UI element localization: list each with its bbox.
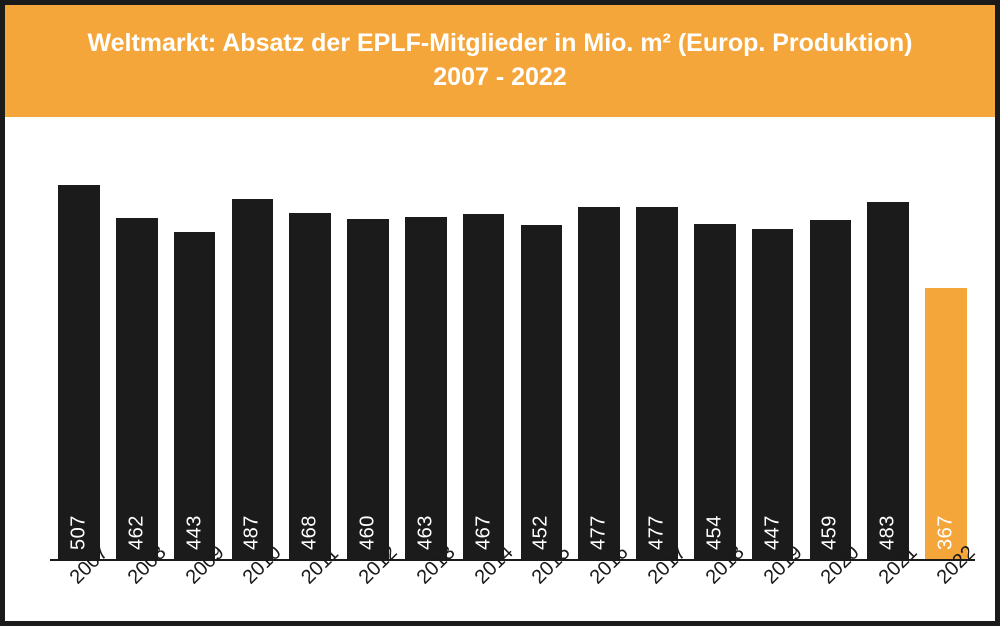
bar: 487 bbox=[232, 199, 274, 559]
bar: 468 bbox=[289, 213, 331, 559]
bar-slot: 4682011 bbox=[281, 175, 339, 559]
bar: 463 bbox=[405, 217, 447, 559]
bar-slot: 3672022 bbox=[917, 175, 975, 559]
bar-slot: 5072007 bbox=[50, 175, 108, 559]
bar: 452 bbox=[521, 225, 563, 559]
bar-slot: 4542018 bbox=[686, 175, 744, 559]
bar-slot: 4872010 bbox=[223, 175, 281, 559]
bar: 447 bbox=[752, 229, 794, 559]
bar: 443 bbox=[174, 232, 216, 559]
bar-slot: 4592020 bbox=[802, 175, 860, 559]
bar: 477 bbox=[636, 207, 678, 559]
bar: 367 bbox=[925, 288, 967, 559]
bar: 462 bbox=[116, 218, 158, 559]
bar-slot: 4472019 bbox=[744, 175, 802, 559]
bar: 467 bbox=[463, 214, 505, 559]
bar-slot: 4672014 bbox=[455, 175, 513, 559]
bar-slot: 4772017 bbox=[628, 175, 686, 559]
title-line-1: Weltmarkt: Absatz der EPLF-Mitglieder in… bbox=[5, 27, 995, 61]
bar-plot: 5072007462200844320094872010468201146020… bbox=[50, 175, 975, 561]
bar-slot: 4632013 bbox=[397, 175, 455, 559]
bar-slot: 4522015 bbox=[513, 175, 571, 559]
bar-slot: 4622008 bbox=[108, 175, 166, 559]
bar: 460 bbox=[347, 219, 389, 559]
chart-area: 5072007462200844320094872010468201146020… bbox=[50, 175, 975, 561]
bar: 459 bbox=[810, 220, 852, 559]
bar: 454 bbox=[694, 224, 736, 559]
bar: 477 bbox=[578, 207, 620, 559]
bar: 483 bbox=[867, 202, 909, 559]
title-line-2: 2007 - 2022 bbox=[5, 61, 995, 95]
bar-slot: 4602012 bbox=[339, 175, 397, 559]
bar: 507 bbox=[58, 185, 100, 559]
bar-slot: 4832021 bbox=[859, 175, 917, 559]
bar-slot: 4432009 bbox=[166, 175, 224, 559]
title-banner: Weltmarkt: Absatz der EPLF-Mitglieder in… bbox=[5, 5, 995, 117]
chart-frame: Weltmarkt: Absatz der EPLF-Mitglieder in… bbox=[0, 0, 1000, 626]
bar-slot: 4772016 bbox=[570, 175, 628, 559]
